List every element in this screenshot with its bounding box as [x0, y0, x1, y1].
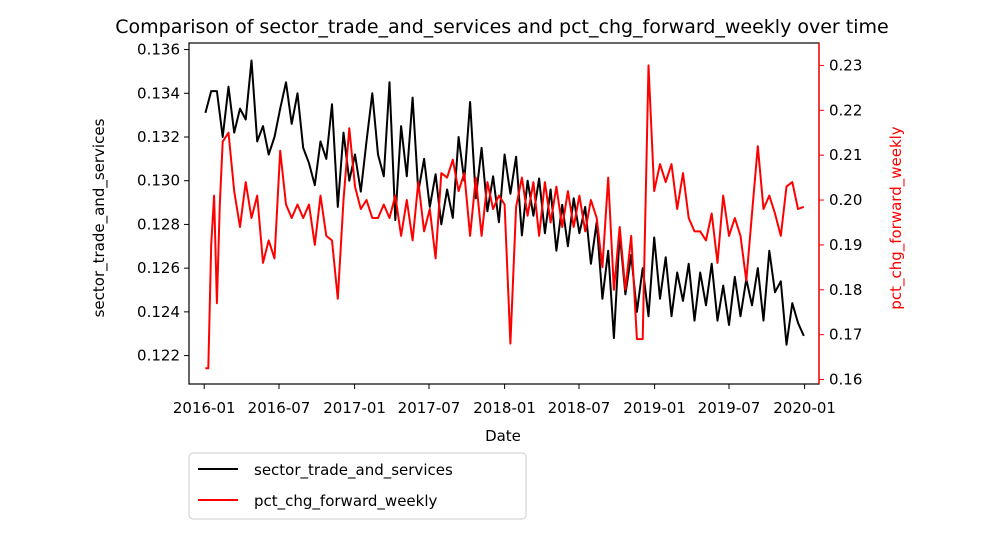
- x-tick-label: 2018-07: [548, 399, 611, 417]
- left-tick-label: 0.132: [137, 128, 180, 146]
- right-tick-label: 0.22: [829, 101, 862, 119]
- series-line-pct-chg-forward-weekly: [205, 64, 805, 370]
- x-tick-label: 2016-07: [248, 399, 311, 417]
- right-tick-label: 0.23: [829, 56, 862, 74]
- x-tick-label: 2019-01: [623, 399, 686, 417]
- left-series-group: [204, 59, 805, 346]
- x-axis-label: Date: [485, 427, 521, 445]
- x-tick-label: 2018-01: [473, 399, 536, 417]
- right-series-group: [205, 64, 805, 370]
- right-tick-label: 0.19: [829, 236, 862, 254]
- legend-label-sector: sector_trade_and_services: [254, 461, 453, 480]
- chart-title: Comparison of sector_trade_and_services …: [115, 16, 888, 38]
- right-tick-label: 0.16: [829, 371, 862, 389]
- plot-area: [188, 42, 820, 385]
- x-axis-ticks: 2016-01 2016-07 2017-01 2017-07 2018-01 2018-…: [173, 384, 836, 417]
- right-tick-label: 0.21: [829, 146, 862, 164]
- series-line-sector-trade-and-services: [204, 59, 805, 346]
- left-axis-ticks: 0.122 0.124 0.126 0.128 0.130 0.132 0.134 0.136: [137, 41, 189, 365]
- x-tick-label: 2016-01: [173, 399, 236, 417]
- left-tick-label: 0.126: [137, 259, 180, 277]
- x-tick-label: 2019-07: [698, 399, 761, 417]
- right-axis-label: pct_chg_forward_weekly: [887, 126, 906, 310]
- left-tick-label: 0.124: [137, 303, 180, 321]
- right-axis-ticks: 0.16 0.17 0.18 0.19 0.20 0.21 0.22 0.23: [819, 56, 862, 389]
- left-tick-label: 0.128: [137, 215, 180, 233]
- x-tick-label: 2020-01: [773, 399, 836, 417]
- right-tick-label: 0.18: [829, 281, 862, 299]
- x-tick-label: 2017-01: [323, 399, 386, 417]
- legend-box: [188, 452, 527, 520]
- left-tick-label: 0.122: [137, 347, 180, 365]
- legend-label-pct: pct_chg_forward_weekly: [254, 492, 438, 511]
- left-tick-label: 0.134: [137, 84, 180, 102]
- x-tick-label: 2017-07: [398, 399, 461, 417]
- legend: sector_trade_and_services pct_chg_forwar…: [188, 452, 527, 520]
- right-tick-label: 0.20: [829, 191, 862, 209]
- right-tick-label: 0.17: [829, 326, 862, 344]
- left-tick-label: 0.130: [137, 172, 180, 190]
- left-tick-label: 0.136: [137, 41, 180, 59]
- left-axis-label: sector_trade_and_services: [90, 118, 109, 317]
